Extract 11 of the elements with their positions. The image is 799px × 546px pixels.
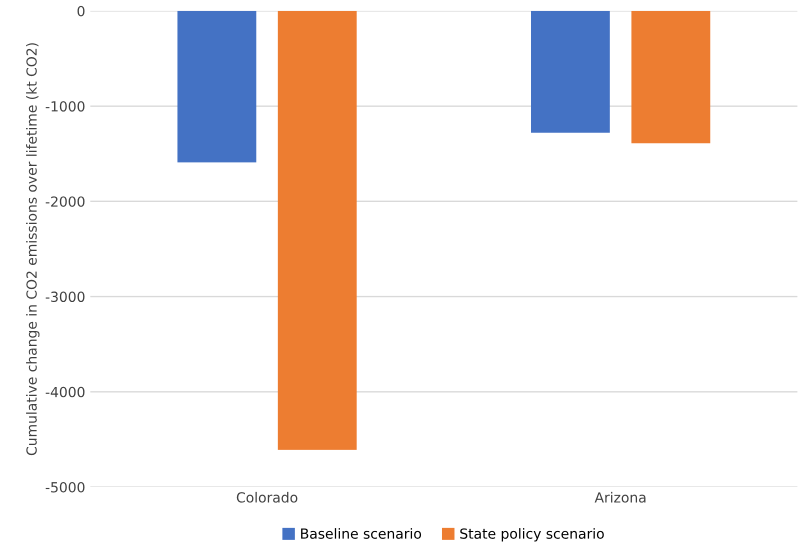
y-axis-title: Cumulative change in CO2 emissions over lifetime (kt CO2) [26, 43, 40, 456]
legend-label: State policy scenario [460, 528, 604, 542]
y-tick-label: -3000 [46, 292, 85, 302]
y-tick-label: -2000 [46, 196, 85, 207]
y-tick-label: -4000 [46, 386, 85, 398]
legend-label: Baseline scenario [301, 528, 422, 539]
x-tick-label: Arizona [594, 492, 646, 503]
y-tick-label: 0 [78, 6, 85, 16]
x-tick-label: Colorado [236, 492, 298, 503]
y-tick-label: -1000 [46, 101, 85, 112]
y-tick-label: -5000 [46, 482, 85, 493]
